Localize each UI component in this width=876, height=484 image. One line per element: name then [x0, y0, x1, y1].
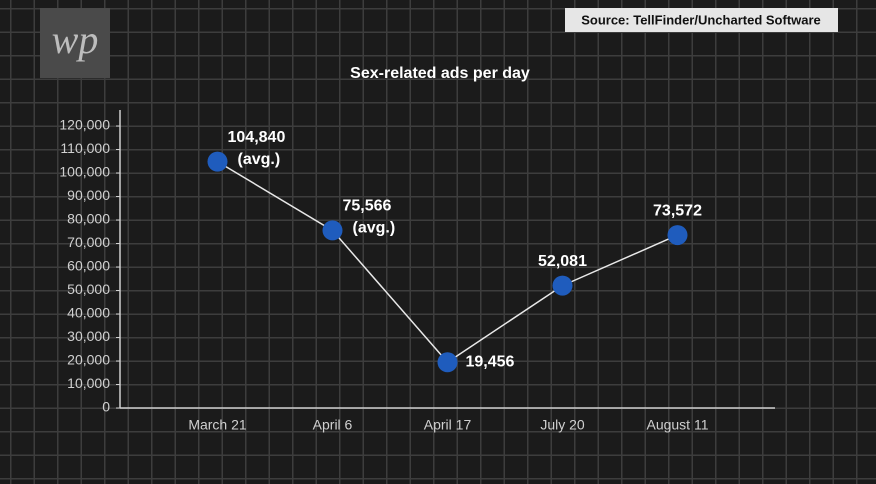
point — [437, 352, 458, 373]
y-tick-label: 50,000 — [67, 281, 110, 297]
value-note: (avg.) — [238, 151, 281, 168]
source-box — [565, 8, 838, 32]
y-tick-label: 90,000 — [67, 187, 110, 203]
y-tick-label: 20,000 — [67, 352, 110, 368]
point — [207, 151, 228, 172]
value-note: (avg.) — [353, 220, 396, 237]
y-tick-label: 0 — [102, 399, 110, 415]
logo: wp — [52, 17, 99, 62]
y-tick-label: 60,000 — [67, 258, 110, 274]
y-tick-label: 40,000 — [67, 305, 110, 321]
x-tick-label: March 21 — [188, 417, 247, 433]
point — [667, 225, 688, 246]
y-tick-label: 10,000 — [67, 375, 110, 391]
y-tick-label: 30,000 — [67, 328, 110, 344]
value-label: 73,572 — [653, 202, 702, 219]
y-tick-label: 110,000 — [60, 140, 110, 156]
x-tick-label: August 11 — [646, 417, 708, 433]
x-tick-label: April 17 — [424, 417, 472, 433]
logo-box — [40, 8, 110, 78]
value-label: 19,456 — [466, 353, 515, 370]
value-label: 52,081 — [538, 253, 587, 270]
source: Source: TellFinder/Uncharted Software — [581, 12, 821, 27]
y-tick-label: 120,000 — [59, 117, 110, 133]
point — [552, 275, 573, 296]
x-tick-label: April 6 — [313, 417, 353, 433]
value-label: 75,566 — [343, 198, 392, 215]
x-tick-label: July 20 — [540, 417, 585, 433]
y-tick-label: 80,000 — [67, 211, 110, 227]
y-tick-label: 70,000 — [67, 234, 110, 250]
value-label: 104,840 — [228, 129, 286, 146]
chart-title: Sex-related ads per day — [350, 65, 530, 82]
line — [217, 160, 678, 364]
point — [322, 220, 343, 241]
y-tick-label: 100,000 — [59, 164, 110, 180]
